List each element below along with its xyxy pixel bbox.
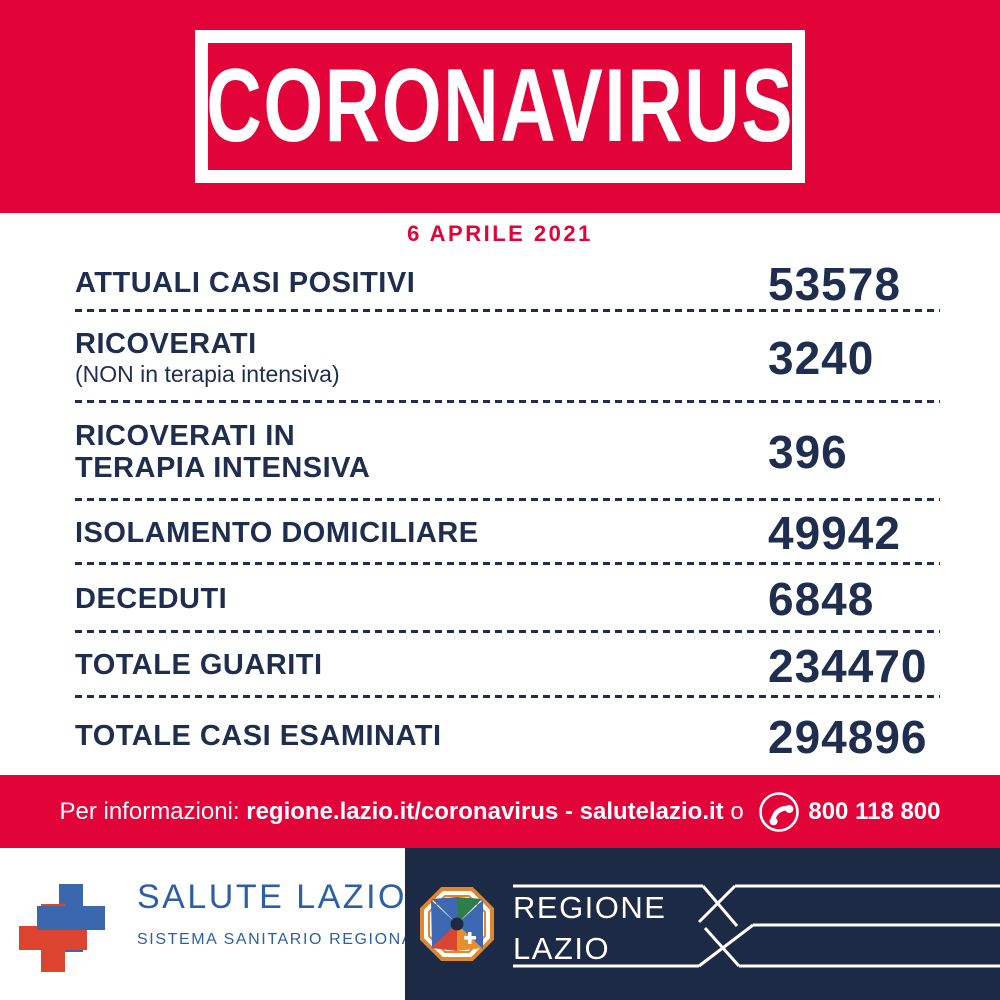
header-band: CORONAVIRUS	[0, 0, 1000, 213]
table-row: ISOLAMENTO DOMICILIARE 49942	[75, 501, 940, 565]
regione-lazio-block: REGIONE LAZIO	[405, 848, 1000, 1000]
lazio-wordmark: LAZIO	[513, 931, 611, 966]
info-prefix: Per informazioni:	[59, 797, 247, 825]
stat-value: 6848	[768, 573, 875, 625]
footer: SALUTE LAZIO SISTEMA SANITARIO REGIONALE	[0, 848, 1000, 1000]
table-row: DECEDUTI 6848	[75, 565, 940, 633]
regione-lazio-crest-icon	[420, 887, 494, 961]
stat-label: ATTUALI CASI POSITIVI	[75, 267, 416, 300]
stat-label: DECEDUTI	[75, 582, 228, 615]
stat-sublabel: (NON in terapia intensiva)	[75, 360, 340, 387]
title-box: CORONAVIRUS	[195, 30, 805, 183]
info-phone-number[interactable]: 800 118 800	[808, 797, 941, 825]
table-row: ATTUALI CASI POSITIVI 53578	[75, 255, 940, 312]
stat-label-line2: TERAPIA INTENSIVA	[75, 452, 371, 484]
stat-label: TOTALE GUARITI	[75, 649, 323, 682]
stat-value: 294896	[768, 710, 928, 763]
date-row: 6 APRILE 2021	[0, 213, 1000, 255]
page-title: CORONAVIRUS	[206, 48, 794, 164]
stats-table: ATTUALI CASI POSITIVI 53578 RICOVERATI (…	[75, 255, 940, 775]
stat-value: 234470	[768, 639, 928, 692]
stat-label: RICOVERATI	[75, 328, 257, 361]
stat-value: 53578	[768, 257, 901, 310]
stat-label: RICOVERATI IN	[75, 419, 296, 452]
stat-label: TOTALE CASI ESAMINATI	[75, 720, 442, 753]
info-band: Per informazioni: regione.lazio.it/coron…	[0, 775, 1000, 848]
phone-in-circle-icon	[759, 791, 800, 832]
stat-value: 396	[768, 426, 848, 478]
regione-wordmark: REGIONE	[513, 890, 667, 925]
stat-value: 49942	[768, 507, 901, 559]
table-row: TOTALE GUARITI 234470	[75, 633, 940, 698]
info-links[interactable]: regione.lazio.it/coronavirus - salutelaz…	[246, 797, 724, 825]
stat-label: ISOLAMENTO DOMICILIARE	[75, 516, 479, 549]
stat-value: 3240	[768, 331, 875, 384]
report-date: 6 APRILE 2021	[407, 221, 593, 246]
table-row: RICOVERATI IN TERAPIA INTENSIVA 396	[75, 403, 940, 501]
salute-lazio-cross-logo-icon	[19, 884, 105, 972]
salute-lazio-title: SALUTE LAZIO	[137, 878, 407, 916]
info-connector: o	[723, 797, 751, 825]
regione-lazio-rails-icon	[513, 884, 1000, 968]
table-row: TOTALE CASI ESAMINATI 294896	[75, 698, 940, 775]
salute-lazio-subtitle: SISTEMA SANITARIO REGIONALE	[137, 931, 437, 948]
table-row: RICOVERATI (NON in terapia intensiva) 32…	[75, 312, 940, 403]
